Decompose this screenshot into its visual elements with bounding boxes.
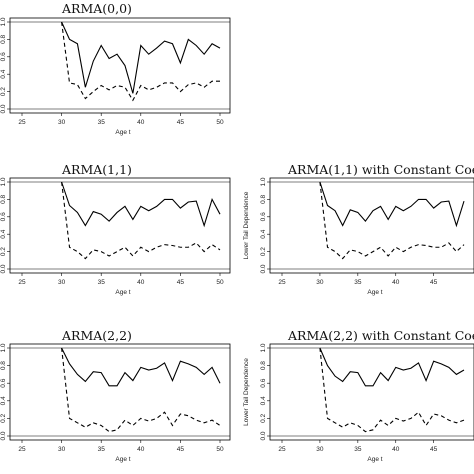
x-tick-label: 45 bbox=[177, 446, 185, 453]
y-tick-label: 1.0 bbox=[0, 343, 7, 352]
solid-series-line bbox=[319, 347, 465, 387]
x-tick-label: 25 bbox=[18, 446, 26, 453]
y-tick-label: 0.6 bbox=[0, 52, 7, 61]
x-tick-label: 25 bbox=[278, 446, 286, 453]
x-tick-label: 25 bbox=[18, 279, 26, 286]
chart-panel-2: ARMA(1,1) 0.0 0.2 0.4 0.6 0.8 1.0 25 30 35 40 45 50 A… bbox=[0, 162, 231, 296]
x-tick-label: 35 bbox=[98, 279, 106, 286]
dashed-series-line bbox=[61, 21, 220, 102]
x-tick-label: 40 bbox=[392, 279, 400, 286]
x-axis-label: Age t bbox=[115, 456, 130, 463]
solid-series-line bbox=[61, 181, 221, 228]
y-tick-label: 0.2 bbox=[260, 414, 267, 423]
solid-series-line bbox=[61, 21, 221, 94]
x-tick-label: 30 bbox=[316, 279, 324, 286]
y-tick-label: 0.2 bbox=[260, 247, 267, 256]
plot-frame bbox=[269, 177, 474, 274]
x-tick-label: 50 bbox=[216, 119, 224, 126]
x-tick-label: 25 bbox=[18, 119, 26, 126]
x-tick-label: 25 bbox=[278, 279, 286, 286]
y-tick-label: 0.8 bbox=[260, 195, 267, 204]
x-tick-label: 40 bbox=[392, 446, 400, 453]
x-tick-label: 40 bbox=[137, 279, 145, 286]
y-tick-label: 0.6 bbox=[0, 378, 7, 387]
y-axis-label: Lower Tail Dependence bbox=[243, 358, 250, 426]
x-tick-label: 40 bbox=[137, 446, 145, 453]
chart-title: ARMA(2,2) with Constant Coefficients bbox=[287, 328, 474, 343]
y-tick-label: 0.6 bbox=[260, 378, 267, 387]
x-tick-label: 40 bbox=[137, 119, 145, 126]
solid-series-line bbox=[61, 347, 221, 387]
y-tick-label: 0.2 bbox=[0, 414, 7, 423]
y-tick-label: 0.2 bbox=[0, 247, 7, 256]
x-tick-label: 45 bbox=[430, 279, 438, 286]
x-tick-label: 45 bbox=[177, 119, 185, 126]
dashed-series-line bbox=[319, 181, 465, 260]
y-tick-label: 0.2 bbox=[0, 87, 7, 96]
y-tick-label: 0.4 bbox=[0, 69, 7, 78]
y-tick-label: 0.6 bbox=[0, 212, 7, 221]
y-tick-label: 0.4 bbox=[260, 229, 267, 238]
y-tick-label: 0.4 bbox=[260, 396, 267, 405]
y-axis-label: Lower Tail Dependence bbox=[243, 191, 250, 259]
y-tick-label: 0.8 bbox=[0, 195, 7, 204]
x-tick-label: 35 bbox=[354, 446, 362, 453]
dashed-series-line bbox=[61, 347, 221, 433]
chart-title: ARMA(1,1) with Constant Coefficients bbox=[287, 162, 474, 177]
y-tick-label: 0.0 bbox=[260, 264, 267, 273]
chart-panel-1: ARMA(0,0) 0.0 0.2 0.4 0.6 0.8 1.0 25 30 35 40 45 50 A… bbox=[0, 1, 231, 136]
x-tick-label: 45 bbox=[430, 446, 438, 453]
y-tick-label: 0.0 bbox=[260, 431, 267, 440]
chart-title: ARMA(2,2) bbox=[61, 328, 132, 343]
y-tick-label: 0.4 bbox=[0, 229, 7, 238]
y-tick-label: 0.8 bbox=[260, 361, 267, 370]
solid-series-line bbox=[319, 181, 465, 228]
chart-panel-4: ARMA(2,2) 0.0 0.2 0.4 0.6 0.8 1.0 25 30 35 40 45 50 A… bbox=[0, 328, 231, 463]
chart-title: ARMA(1,1) bbox=[61, 162, 132, 177]
x-axis-label: Age t bbox=[115, 129, 130, 136]
x-tick-label: 45 bbox=[177, 279, 185, 286]
chart-title: ARMA(0,0) bbox=[61, 1, 132, 16]
x-tick-label: 35 bbox=[98, 446, 106, 453]
x-tick-label: 35 bbox=[98, 119, 106, 126]
y-tick-label: 0.0 bbox=[0, 104, 7, 113]
y-tick-label: 0.8 bbox=[0, 361, 7, 370]
plot-frame bbox=[269, 343, 474, 441]
x-axis-label: Age t bbox=[115, 289, 130, 296]
x-tick-label: 35 bbox=[354, 279, 362, 286]
y-tick-label: 0.6 bbox=[260, 212, 267, 221]
x-tick-label: 30 bbox=[58, 279, 66, 286]
x-tick-label: 50 bbox=[216, 279, 224, 286]
y-tick-label: 1.0 bbox=[0, 17, 7, 26]
y-tick-label: 0.4 bbox=[0, 396, 7, 405]
y-tick-label: 0.0 bbox=[0, 264, 7, 273]
plot-frame bbox=[9, 177, 231, 274]
y-tick-label: 1.0 bbox=[260, 343, 267, 352]
x-tick-label: 50 bbox=[216, 446, 224, 453]
y-tick-label: 1.0 bbox=[0, 177, 7, 186]
dashed-series-line bbox=[319, 347, 465, 433]
x-tick-label: 30 bbox=[58, 119, 66, 126]
plot-frame bbox=[9, 343, 231, 441]
x-axis-label: Age t bbox=[367, 289, 382, 296]
x-tick-label: 30 bbox=[58, 446, 66, 453]
y-tick-label: 1.0 bbox=[260, 177, 267, 186]
y-tick-label: 0.8 bbox=[0, 35, 7, 44]
chart-panel-5: ARMA(2,2) with Constant Coefficients 0.0 0… bbox=[243, 328, 474, 463]
dashed-series-line bbox=[61, 181, 221, 260]
plot-frame bbox=[9, 17, 231, 114]
y-tick-label: 0.0 bbox=[0, 431, 7, 440]
x-tick-label: 30 bbox=[316, 446, 324, 453]
chart-panel-3: ARMA(1,1) with Constant Coefficients 0.0 0… bbox=[243, 162, 474, 296]
x-axis-label: Age t bbox=[367, 456, 382, 463]
